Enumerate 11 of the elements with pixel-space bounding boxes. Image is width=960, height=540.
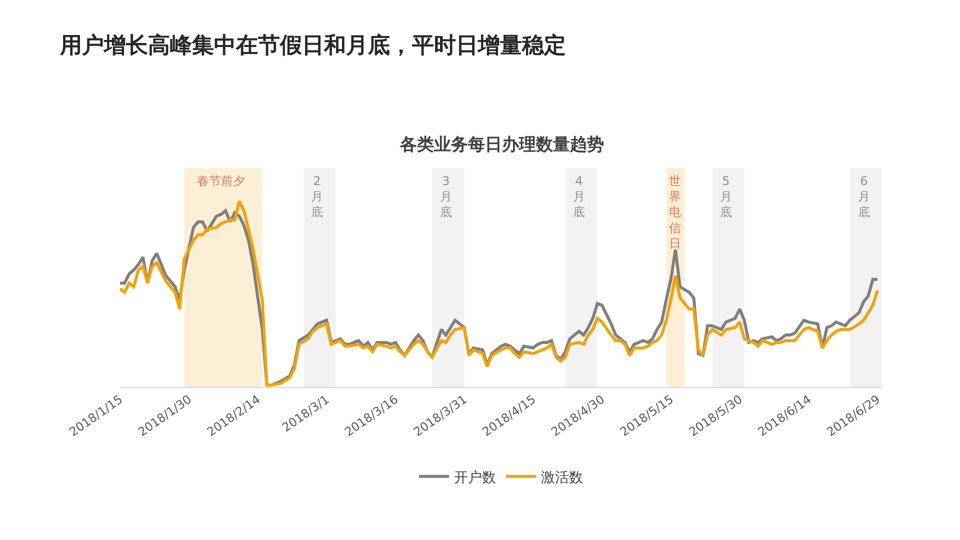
chart-subtitle: 各类业务每日办理数量趋势 bbox=[399, 135, 604, 155]
band-label: 4月底 bbox=[573, 174, 585, 220]
band-label: 世界电信日 bbox=[669, 174, 681, 250]
band-label: 6月底 bbox=[858, 174, 870, 220]
legend-label: 开户数 bbox=[454, 470, 496, 486]
legend-label: 激活数 bbox=[541, 470, 583, 486]
band-label: 2月底 bbox=[311, 174, 323, 220]
band-label: 5月底 bbox=[720, 174, 732, 220]
band-label: 春节前夕 bbox=[197, 174, 245, 188]
band-label: 3月底 bbox=[440, 174, 452, 220]
chart-title: 用户增长高峰集中在节假日和月底，平时日增量稳定 bbox=[59, 32, 566, 59]
